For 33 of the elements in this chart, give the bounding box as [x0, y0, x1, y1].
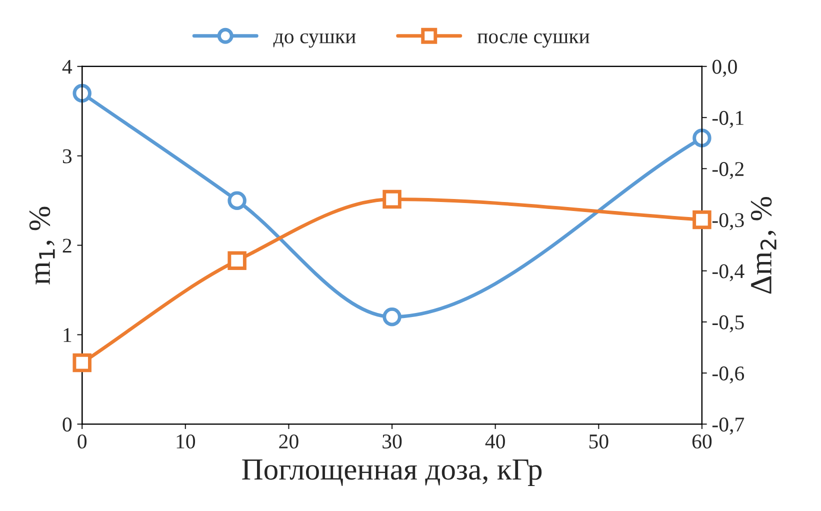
- y-tick-label: 1: [64, 328, 72, 342]
- point: [72, 84, 92, 103]
- y2-tick-label: -0,6: [712, 366, 744, 384]
- x-tick-label: 40: [485, 434, 505, 449]
- y-axis-title: m$_{1}$, %: [29, 206, 55, 284]
- y2-axis-title: Δm$_{2}$, %: [750, 196, 776, 294]
- x-tick-label: 60: [692, 434, 712, 449]
- y-tick-label: 2: [62, 238, 72, 253]
- x-tick-label: 0: [78, 434, 87, 449]
- point: [228, 251, 246, 270]
- x-axis-title: Поглощенная доза, кГр: [242, 459, 542, 486]
- y2-tick-label: -0,2: [712, 162, 744, 180]
- legend-label: после сушки: [477, 33, 590, 48]
- y2-tick-label: -0,3: [712, 213, 744, 230]
- point: [382, 307, 402, 326]
- y2-tick-label: -0,5: [712, 315, 744, 332]
- point: [72, 353, 92, 372]
- point: [382, 190, 402, 209]
- x-tick-label: 50: [589, 434, 608, 449]
- y-tick-label: 4: [62, 60, 72, 74]
- y-tick-label: 3: [62, 149, 72, 164]
- x-tick-label: 10: [176, 434, 196, 449]
- x-tick-label: 20: [279, 434, 298, 449]
- point: [692, 128, 712, 148]
- legend-label: до сушки: [273, 33, 356, 48]
- point: [228, 191, 246, 210]
- point: [692, 210, 712, 230]
- y2-tick-label: 0,0: [712, 60, 737, 77]
- y-tick-label: 0: [62, 418, 72, 432]
- y2-tick-label: -0,7: [712, 418, 744, 435]
- y2-tick-label: -0,1: [712, 110, 744, 128]
- y2-tick-label: -0,4: [712, 264, 744, 282]
- x-tick-label: 30: [382, 434, 402, 449]
